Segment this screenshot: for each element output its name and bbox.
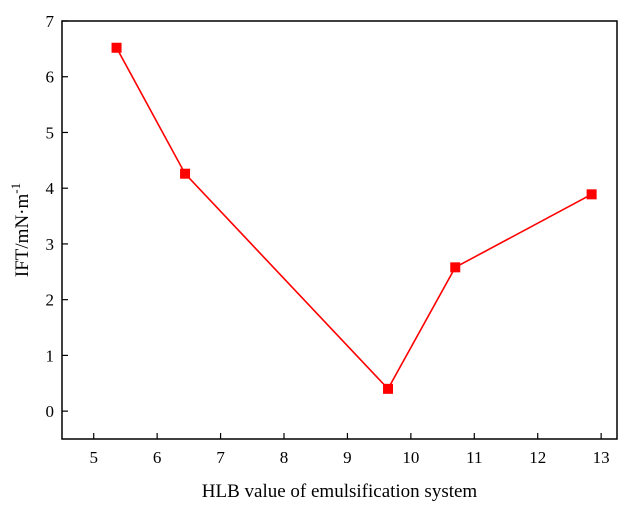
y-tick-label: 0	[46, 402, 55, 421]
y-axis-title: IFT/mN·m-1	[8, 183, 33, 277]
series-line	[115, 47, 593, 391]
x-tick-label: 8	[280, 448, 289, 467]
plot-frame	[61, 20, 618, 440]
data-point-marker	[180, 168, 191, 179]
x-tick-label: 11	[466, 448, 482, 467]
y-axis-title-superscript: -1	[8, 183, 23, 194]
data-point-marker	[586, 189, 597, 200]
x-tick-label: 9	[343, 448, 352, 467]
data-point-marker	[383, 383, 394, 394]
y-tick-label: 7	[46, 12, 55, 31]
data-point-marker	[450, 262, 461, 273]
x-axis-title: HLB value of emulsification system	[202, 481, 478, 502]
x-tick-label: 12	[529, 448, 546, 467]
x-tick-label: 7	[216, 448, 225, 467]
y-axis: 0 1 2 3 4 5 6 7	[46, 12, 68, 421]
y-tick-label: 1	[46, 346, 55, 365]
data-point-marker	[111, 42, 122, 53]
y-tick-label: 2	[46, 291, 55, 310]
x-tick-label: 5	[89, 448, 98, 467]
x-tick-label: 13	[593, 448, 610, 467]
y-tick-label: 3	[46, 235, 55, 254]
series-layer	[111, 42, 597, 394]
y-axis-title-main: IFT/mN·m	[12, 194, 33, 278]
y-tick-label: 6	[46, 68, 55, 87]
y-tick-label: 4	[46, 179, 55, 198]
y-tick-label: 5	[46, 123, 55, 142]
x-tick-label: 10	[402, 448, 419, 467]
x-tick-label: 6	[153, 448, 162, 467]
x-axis: 5 6 7 8 9 10 11 12 13	[89, 433, 610, 467]
